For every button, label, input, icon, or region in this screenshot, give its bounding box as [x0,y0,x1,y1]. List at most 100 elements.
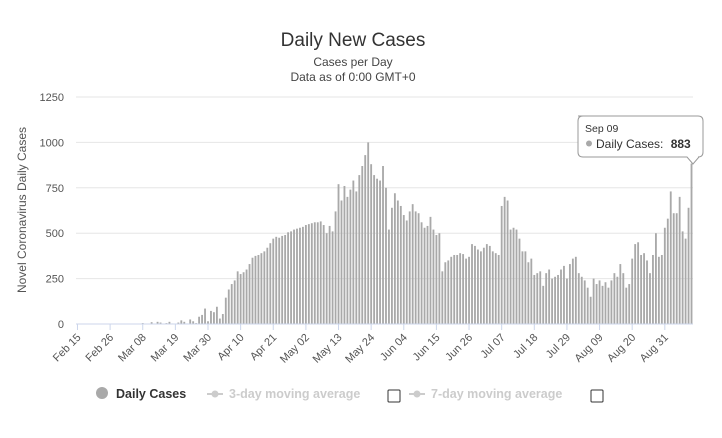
bar-daily-cases[interactable] [631,258,634,324]
bar-daily-cases[interactable] [221,314,224,324]
bar-daily-cases[interactable] [485,244,488,324]
bar-daily-cases[interactable] [168,321,171,324]
bar-daily-cases[interactable] [625,287,628,324]
bar-daily-cases[interactable] [456,254,459,324]
bar-daily-cases[interactable] [325,233,328,324]
bar-daily-cases[interactable] [619,264,622,324]
bar-daily-cases[interactable] [296,228,298,324]
bar-daily-cases[interactable] [681,231,684,324]
bar-daily-cases[interactable] [417,213,420,324]
bar-daily-cases[interactable] [367,142,370,324]
bar-daily-cases[interactable] [554,276,556,324]
bar-daily-cases[interactable] [254,255,257,324]
bar-daily-cases[interactable] [577,273,580,324]
bar-daily-cases[interactable] [257,254,260,324]
bar-daily-cases[interactable] [566,278,568,324]
bar-daily-cases[interactable] [563,265,565,324]
bar-daily-cases[interactable] [236,271,239,324]
bar-daily-cases[interactable] [551,278,554,324]
bar-daily-cases[interactable] [539,271,542,324]
bar-daily-cases[interactable] [672,213,675,324]
bar-daily-cases[interactable] [248,264,251,324]
bar-daily-cases[interactable] [432,229,435,324]
legend-3-day-checkbox[interactable] [387,389,401,403]
bar-daily-cases[interactable] [669,191,672,324]
bar-daily-cases[interactable] [580,276,583,324]
bar-daily-cases[interactable] [512,227,515,324]
bar-daily-cases[interactable] [488,245,491,324]
bar-daily-cases[interactable] [560,269,562,324]
bar-daily-cases[interactable] [423,227,426,324]
bar-daily-cases[interactable] [441,271,444,324]
bar-daily-cases[interactable] [340,200,343,324]
bar-daily-cases[interactable] [272,238,275,324]
bar-daily-cases[interactable] [337,184,340,324]
bar-daily-cases[interactable] [156,321,159,324]
bar-daily-cases[interactable] [613,273,616,324]
bar-daily-cases[interactable] [545,273,548,324]
bar-daily-cases[interactable] [420,222,423,324]
bar-daily-cases[interactable] [640,254,643,324]
bar-daily-cases[interactable] [601,285,604,324]
bar-daily-cases[interactable] [468,256,470,324]
bar-daily-cases[interactable] [634,244,637,324]
bar-daily-cases[interactable] [313,222,316,324]
bar-daily-cases[interactable] [275,236,278,324]
bar-daily-cases[interactable] [388,229,390,324]
bar-daily-cases[interactable] [343,185,346,324]
bar-daily-cases[interactable] [215,306,218,324]
bar-daily-cases[interactable] [657,256,660,324]
bar-daily-cases[interactable] [287,232,290,324]
bar-daily-cases[interactable] [393,193,396,324]
bar-daily-cases[interactable] [444,262,447,324]
bar-daily-cases[interactable] [382,166,384,324]
legend-item-daily-cases[interactable]: Daily Cases [96,387,186,401]
bar-daily-cases[interactable] [177,322,180,324]
bar-daily-cases[interactable] [616,276,619,324]
bar-daily-cases[interactable] [210,310,212,324]
bar-daily-cases[interactable] [319,221,322,324]
bar-daily-cases[interactable] [607,287,610,324]
bar-daily-cases[interactable] [284,235,287,324]
bar-daily-cases[interactable] [352,180,355,324]
bar-daily-cases[interactable] [159,322,162,324]
bar-daily-cases[interactable] [655,233,657,324]
bar-daily-cases[interactable] [293,229,295,324]
bar-daily-cases[interactable] [435,235,438,324]
bar-daily-cases[interactable] [536,273,539,324]
bar-daily-cases[interactable] [447,260,450,324]
bar-daily-cases[interactable] [610,280,613,324]
bar-daily-cases[interactable] [183,321,186,324]
bar-daily-cases[interactable] [450,256,453,324]
bar-daily-cases[interactable] [690,163,693,324]
bar-daily-cases[interactable] [299,227,301,324]
bar-daily-cases[interactable] [405,220,408,324]
bar-daily-cases[interactable] [533,274,536,324]
bar-daily-cases[interactable] [548,269,551,324]
bar-daily-cases[interactable] [251,257,254,324]
bar-daily-cases[interactable] [304,225,307,324]
bar-daily-cases[interactable] [494,253,497,324]
bar-daily-cases[interactable] [678,196,681,324]
bar-daily-cases[interactable] [331,231,334,324]
bar-daily-cases[interactable] [583,280,586,324]
bar-daily-cases[interactable] [230,284,233,324]
bar-daily-cases[interactable] [376,178,378,324]
bar-daily-cases[interactable] [482,247,485,324]
bar-daily-cases[interactable] [379,180,381,324]
bar-daily-cases[interactable] [438,233,441,324]
bar-daily-cases[interactable] [346,196,349,324]
bar-daily-cases[interactable] [500,205,503,324]
bar-daily-cases[interactable] [227,289,230,325]
bar-daily-cases[interactable] [349,189,352,324]
bar-daily-cases[interactable] [355,191,358,324]
legend-item-3-day-average[interactable]: 3-day moving average [207,387,360,401]
bar-daily-cases[interactable] [497,254,500,324]
bar-daily-cases[interactable] [233,280,236,324]
bar-daily-cases[interactable] [666,218,669,324]
bar-daily-cases[interactable] [307,224,310,324]
bar-daily-cases[interactable] [245,269,248,324]
bar-daily-cases[interactable] [557,274,559,324]
bar-daily-cases[interactable] [402,215,405,324]
bar-daily-cases[interactable] [426,225,429,324]
